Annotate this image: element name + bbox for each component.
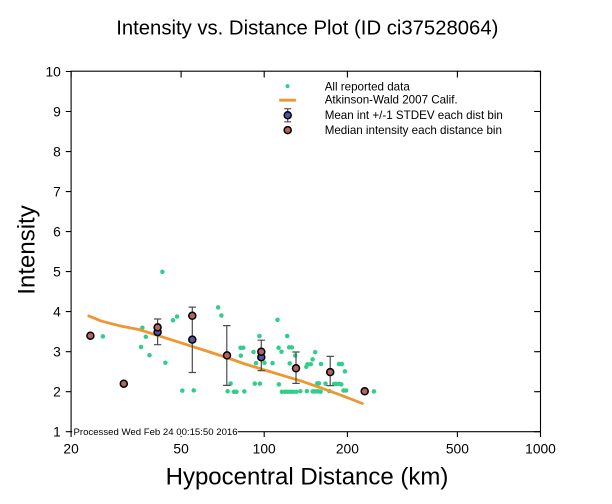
svg-text:50: 50 [173, 442, 189, 457]
svg-text:Processed Wed Feb 24 00:15:50: Processed Wed Feb 24 00:15:50 2016 [74, 427, 238, 438]
svg-text:9: 9 [53, 105, 61, 120]
svg-text:20: 20 [63, 442, 79, 457]
svg-text:All reported data: All reported data [325, 80, 411, 93]
svg-text:Intensity: Intensity [14, 205, 41, 294]
svg-text:Hypocentral Distance (km): Hypocentral Distance (km) [166, 464, 449, 491]
svg-text:200: 200 [336, 442, 359, 457]
svg-text:10: 10 [45, 65, 61, 80]
svg-text:5: 5 [53, 265, 61, 280]
svg-text:1: 1 [53, 425, 61, 440]
svg-text:Mean int +/-1 STDEV each dist: Mean int +/-1 STDEV each dist bin [325, 109, 503, 122]
svg-text:8: 8 [53, 145, 61, 160]
svg-text:100: 100 [253, 442, 276, 457]
svg-text:Median intensity each distance: Median intensity each distance bin [325, 124, 502, 137]
svg-text:2: 2 [53, 385, 61, 400]
svg-text:3: 3 [53, 345, 61, 360]
svg-text:7: 7 [53, 185, 61, 200]
svg-text:500: 500 [446, 442, 469, 457]
svg-text:1000: 1000 [525, 442, 556, 457]
svg-text:Atkinson-Wald 2007 Calif.: Atkinson-Wald 2007 Calif. [325, 94, 458, 107]
svg-text:6: 6 [53, 225, 61, 240]
svg-text:Intensity vs. Distance Plot (I: Intensity vs. Distance Plot (ID ci375280… [116, 17, 498, 39]
svg-text:4: 4 [53, 305, 61, 320]
